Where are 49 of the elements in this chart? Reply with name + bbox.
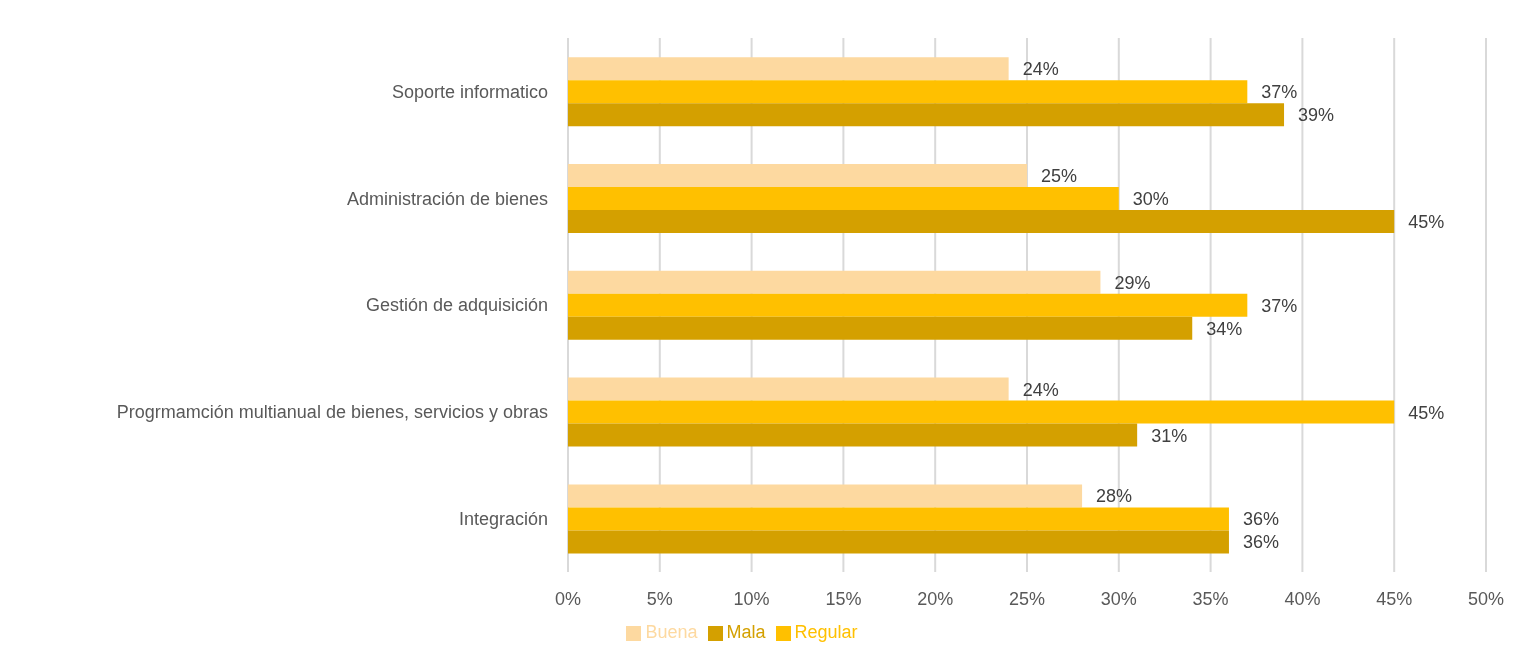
x-tick-label: 25% [1008, 588, 1046, 609]
x-tick-label: 40% [1284, 588, 1321, 609]
x-tick-label: 20% [917, 588, 954, 609]
data-label: 25% [1041, 165, 1078, 186]
legend-label: Buena [645, 622, 698, 642]
bar [568, 57, 1009, 81]
data-label: 39% [1298, 105, 1335, 126]
data-label: 31% [1151, 425, 1188, 446]
bar [568, 187, 1119, 211]
data-label: 45% [1408, 402, 1445, 423]
data-label: 28% [1096, 486, 1133, 507]
bar [568, 210, 1395, 234]
bar [568, 400, 1395, 424]
data-label: 37% [1261, 82, 1298, 103]
bar [568, 484, 1083, 508]
x-tick-label: 35% [1192, 588, 1229, 609]
x-tick-label: 5% [646, 588, 673, 609]
bar [568, 316, 1193, 340]
data-label: 34% [1206, 318, 1243, 339]
bar [568, 164, 1027, 188]
bar [568, 423, 1138, 447]
y-tick-label: Soporte informatico [391, 81, 548, 102]
bar [568, 530, 1229, 554]
y-tick-label: Integración [458, 508, 548, 529]
data-label: 24% [1022, 59, 1059, 80]
x-tick-label: 50% [1467, 588, 1505, 609]
data-label: 37% [1261, 295, 1298, 316]
data-label: 36% [1242, 532, 1279, 553]
legend-label: Mala [726, 622, 766, 642]
x-tick-label: 0% [554, 588, 582, 609]
bar [568, 270, 1101, 294]
x-tick-label: 30% [1100, 588, 1137, 609]
data-label: 45% [1408, 211, 1445, 232]
data-label: 30% [1132, 188, 1169, 209]
x-tick-label: 15% [825, 588, 862, 609]
data-label: 36% [1242, 509, 1279, 530]
bar [568, 80, 1248, 104]
bar [568, 293, 1248, 317]
data-label: 24% [1022, 379, 1059, 400]
x-tick-label: 45% [1376, 588, 1413, 609]
bar [568, 377, 1009, 401]
y-tick-label: Gestión de adquisición [365, 295, 548, 316]
legend-label: Regular [794, 622, 858, 642]
x-tick-label: 10% [733, 588, 770, 609]
y-tick-label: Administración de bienes [346, 188, 548, 209]
bar [568, 103, 1285, 127]
bar [568, 507, 1229, 531]
data-label: 29% [1114, 272, 1151, 293]
y-tick-label: Progrmamción multianual de bienes, servicios y obras [116, 402, 548, 423]
